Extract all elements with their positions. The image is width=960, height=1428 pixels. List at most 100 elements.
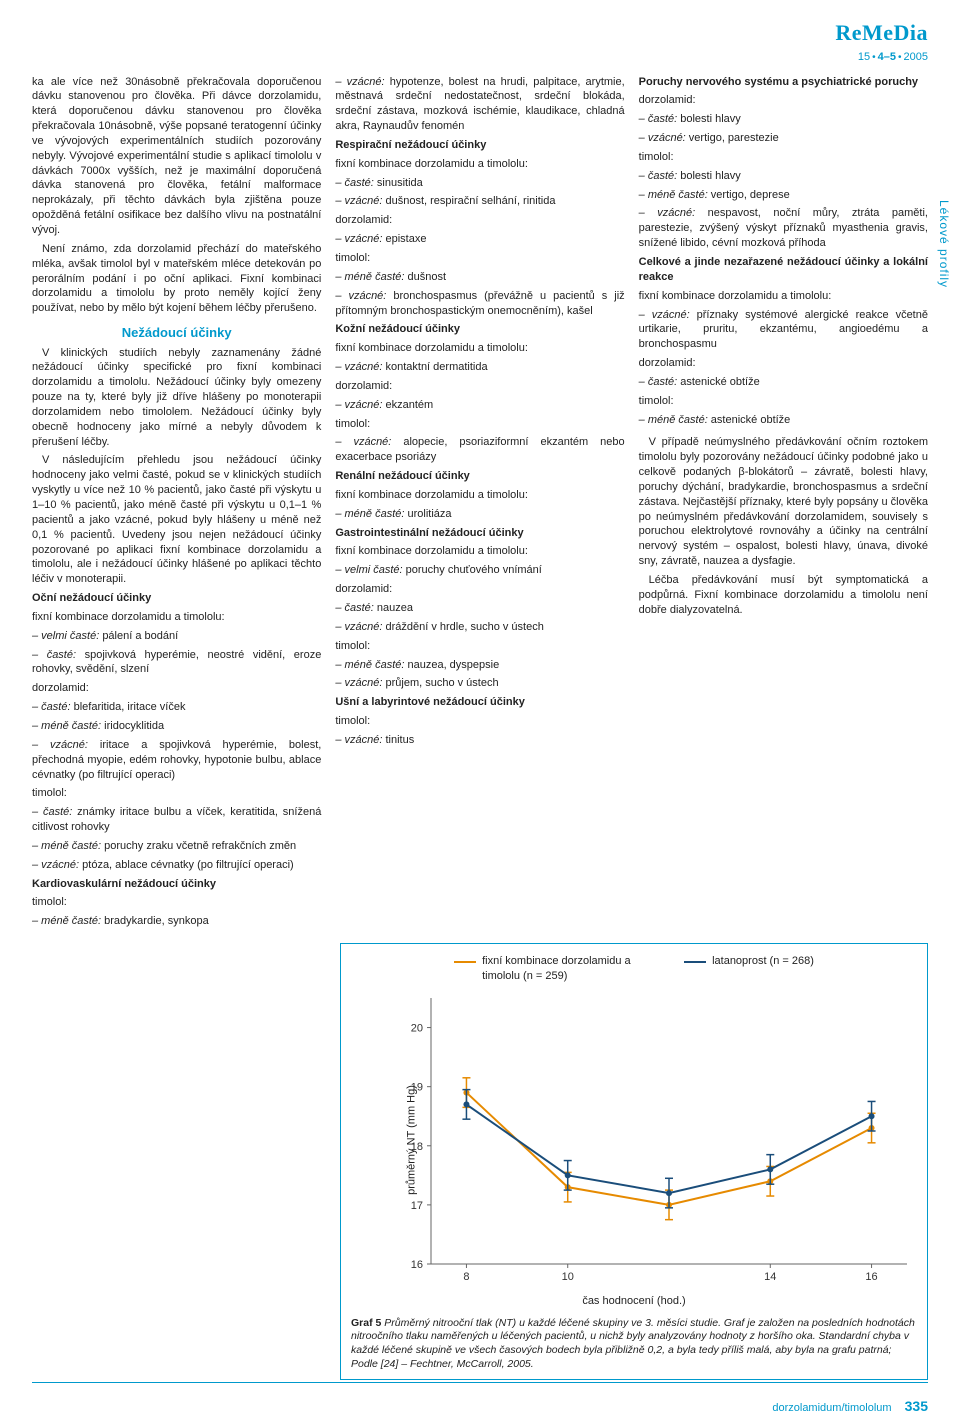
subheading: Ušní a labyrintové nežádoucí účinky (335, 695, 624, 710)
list-item: – méně časté: astenické obtíže (639, 413, 928, 428)
list-item: – vzácné: příznaky systémové alergické r… (639, 308, 928, 353)
page-header: ReMeDia 15•4–5•2005 (32, 18, 928, 65)
page-number: 335 (905, 1398, 928, 1414)
x-axis-label: čas hodnocení (hod.) (351, 1294, 917, 1309)
body-text: ka ale více než 30násobně překračovala d… (32, 75, 321, 238)
list-label: dorzolamid: (32, 681, 321, 696)
list-item: – časté: blefaritida, iritace víček (32, 700, 321, 715)
list-item: – vzácné: alopecie, psoriaziformní ekzan… (335, 435, 624, 465)
svg-text:14: 14 (764, 1271, 776, 1283)
list-label: dorzolamid: (639, 356, 928, 371)
list-item: – velmi časté: pálení a bodání (32, 629, 321, 644)
body-text: Léčba předávkování musí být symptomatick… (639, 573, 928, 618)
list-label: fixní kombinace dorzolamidu a timololu: (639, 289, 928, 304)
list-item: – méně časté: urolitiáza (335, 507, 624, 522)
list-item: – vzácné: ekzantém (335, 398, 624, 413)
list-item: – časté: spojivková hyperémie, neostré v… (32, 648, 321, 678)
list-item: – časté: astenické obtíže (639, 375, 928, 390)
body-text: V klinických studiích nebyly zaznamenány… (32, 346, 321, 450)
side-section-label: Lékové profily (936, 200, 952, 288)
body-text: Není známo, zda dorzolamid přechází do m… (32, 242, 321, 316)
column-2: – vzácné: hypotenze, bolest na hrudi, pa… (335, 75, 624, 934)
subheading: Kardiovaskulární nežádoucí účinky (32, 877, 321, 892)
chart-legend: fixní kombinace dorzolamidu a timololu (… (351, 954, 917, 984)
column-1: ka ale více než 30násobně překračovala d… (32, 75, 321, 934)
subheading: Poruchy nervového systému a psychiatrick… (639, 75, 928, 90)
list-label: timolol: (32, 786, 321, 801)
list-item: – vzácné: nespavost, noční můry, ztráta … (639, 206, 928, 251)
list-item: – vzácné: ptóza, ablace cévnatky (po fil… (32, 858, 321, 873)
footer-right: dorzolamidum/timololum 335 (772, 1397, 928, 1416)
page-footer: . dorzolamidum/timololum 335 (32, 1397, 928, 1416)
list-item: – méně časté: dušnost (335, 270, 624, 285)
issue-line: 15•4–5•2005 (32, 50, 928, 65)
list-label: timolol: (335, 417, 624, 432)
legend-label: latanoprost (n = 268) (712, 954, 814, 969)
list-item: – časté: bolesti hlavy (639, 169, 928, 184)
list-label: dorzolamid: (335, 379, 624, 394)
chart-plot-area: průměrný NT (mm Hg) 16171819208101416 (397, 990, 917, 1290)
legend-item: fixní kombinace dorzolamidu a timololu (… (454, 954, 654, 984)
subheading: Kožní nežádoucí účinky (335, 322, 624, 337)
figure-caption: Graf 5 Průměrný nitrooční tlak (NT) u ka… (351, 1317, 917, 1372)
list-label: fixní kombinace dorzolamidu a timololu: (335, 157, 624, 172)
list-item: – vzácné: tinitus (335, 733, 624, 748)
svg-text:20: 20 (411, 1022, 423, 1034)
footer-rule (32, 1382, 928, 1383)
subheading: Respirační nežádoucí účinky (335, 138, 624, 153)
column-3: Poruchy nervového systému a psychiatrick… (639, 75, 928, 934)
body-text: V případě neúmyslného předávkování očním… (639, 435, 928, 569)
svg-text:16: 16 (865, 1271, 877, 1283)
list-label: fixní kombinace dorzolamidu a timololu: (32, 610, 321, 625)
subheading: Renální nežádoucí účinky (335, 469, 624, 484)
list-label: timolol: (335, 714, 624, 729)
legend-item: latanoprost (n = 268) (684, 954, 814, 984)
subheading: Gastrointestinální nežádoucí účinky (335, 526, 624, 541)
list-item: – časté: sinusitida (335, 176, 624, 191)
body-text: V následujícím přehledu jsou nežádoucí ú… (32, 453, 321, 587)
list-item: – vzácné: dráždění v hrdle, sucho v úste… (335, 620, 624, 635)
list-label: dorzolamid: (639, 93, 928, 108)
list-item: – vzácné: bronchospasmus (převážně u pac… (335, 289, 624, 319)
subheading: Celkové a jinde nezařazené nežádoucí úči… (639, 255, 928, 285)
y-axis-label: průměrný NT (mm Hg) (404, 1085, 419, 1195)
svg-text:16: 16 (411, 1259, 423, 1271)
svg-text:10: 10 (562, 1271, 574, 1283)
list-item: – méně časté: iridocyklitida (32, 719, 321, 734)
svg-text:8: 8 (463, 1271, 469, 1283)
legend-swatch (684, 961, 706, 963)
list-label: timolol: (32, 895, 321, 910)
list-item: – časté: známky iritace bulbu a víček, k… (32, 805, 321, 835)
list-label: dorzolamid: (335, 213, 624, 228)
legend-swatch (454, 961, 476, 963)
list-item: – vzácné: průjem, sucho v ústech (335, 676, 624, 691)
list-item: – časté: nauzea (335, 601, 624, 616)
line-chart: 16171819208101416 (397, 990, 917, 1290)
list-item: – méně časté: poruchy zraku včetně refra… (32, 839, 321, 854)
list-item: – vzácné: dušnost, respirační selhání, r… (335, 194, 624, 209)
text-columns: ka ale více než 30násobně překračovala d… (32, 75, 928, 934)
list-item: – velmi časté: poruchy chuťového vnímání (335, 563, 624, 578)
legend-label: fixní kombinace dorzolamidu a timololu (… (482, 954, 654, 984)
list-item: – vzácné: hypotenze, bolest na hrudi, pa… (335, 75, 624, 134)
list-item: – vzácné: kontaktní dermatitida (335, 360, 624, 375)
list-label: timolol: (335, 251, 624, 266)
list-label: dorzolamid: (335, 582, 624, 597)
list-item: – méně časté: bradykardie, synkopa (32, 914, 321, 929)
section-heading: Nežádoucí účinky (32, 324, 321, 342)
figure-box: fixní kombinace dorzolamidu a timololu (… (340, 943, 928, 1380)
list-label: timolol: (335, 639, 624, 654)
footer-slug: dorzolamidum/timololum (772, 1402, 891, 1414)
svg-text:17: 17 (411, 1200, 423, 1212)
list-item: – vzácné: iritace a spojivková hyperémie… (32, 738, 321, 783)
list-label: fixní kombinace dorzolamidu a timololu: (335, 544, 624, 559)
subheading: Oční nežádoucí účinky (32, 591, 321, 606)
list-label: fixní kombinace dorzolamidu a timololu: (335, 341, 624, 356)
journal-brand: ReMeDia (32, 18, 928, 48)
list-item: – časté: bolesti hlavy (639, 112, 928, 127)
list-label: fixní kombinace dorzolamidu a timololu: (335, 488, 624, 503)
list-item: – méně časté: vertigo, deprese (639, 188, 928, 203)
list-label: timolol: (639, 150, 928, 165)
list-label: timolol: (639, 394, 928, 409)
list-item: – méně časté: nauzea, dyspepsie (335, 658, 624, 673)
